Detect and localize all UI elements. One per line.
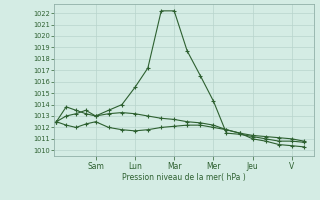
- X-axis label: Pression niveau de la mer( hPa ): Pression niveau de la mer( hPa ): [122, 173, 246, 182]
